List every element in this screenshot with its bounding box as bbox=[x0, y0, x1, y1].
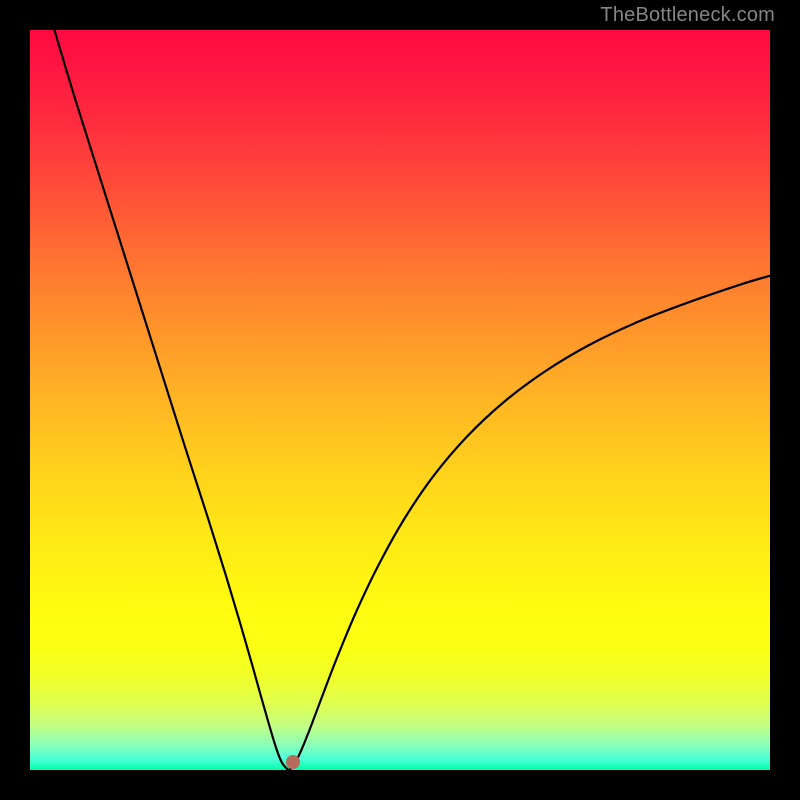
plot-area bbox=[30, 30, 770, 770]
bottleneck-curve bbox=[30, 30, 770, 770]
watermark-text: TheBottleneck.com bbox=[600, 4, 775, 27]
curve-marker bbox=[286, 755, 300, 769]
